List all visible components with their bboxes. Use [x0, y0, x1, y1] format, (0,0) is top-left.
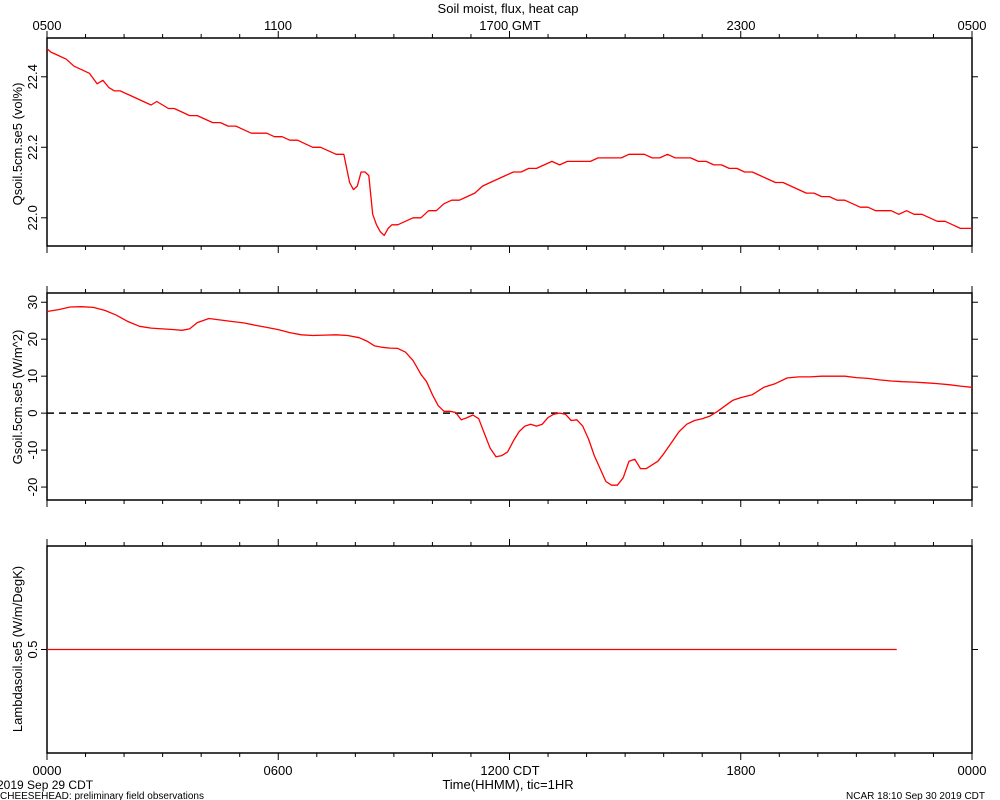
bottom-axis-tick-labels: 0000 0600 1200 CDT 1800 0000 — [33, 763, 987, 778]
bottom-tick-label: 1800 — [727, 763, 756, 778]
y-tick-label: 0.5 — [25, 640, 40, 658]
y-axis-label-conductivity: Lambdasoil.se5 (W/m/DegK) — [10, 566, 25, 732]
panel-thermal-conductivity: 0.5 — [25, 539, 978, 760]
top-tick-label: 1100 — [264, 18, 292, 33]
bottom-tick-label: 0600 — [264, 763, 293, 778]
panel-soil-moisture: 22.0 22.2 22.4 — [25, 31, 978, 253]
data-series-line — [46, 306, 973, 486]
y-tick-label: 22.4 — [25, 64, 40, 89]
bottom-tick-label: 0000 — [958, 763, 987, 778]
plot-frame — [46, 292, 973, 501]
y-tick-label: 20 — [25, 332, 40, 346]
plot-frame — [46, 37, 973, 247]
footer-date: 2019 Sep 29 CDT — [0, 778, 94, 792]
data-series-line — [46, 48, 972, 237]
y-tick-label: -10 — [25, 441, 40, 460]
y-tick-label: 22.2 — [25, 135, 40, 160]
top-tick-label: 2300 — [727, 18, 756, 33]
panel-soil-heat-flux: -20 -10 0 10 20 30 — [25, 286, 978, 507]
y-tick-label: 22.0 — [25, 205, 40, 230]
top-axis-tick-labels: 0500 1100 1700 GMT 2300 0500 — [33, 18, 987, 33]
footer-project: CHEESEHEAD: preliminary field observatio… — [0, 791, 204, 800]
y-axis-label-moisture: Qsoil.5cm.se5 (vol%) — [10, 83, 25, 206]
y-axis-label-flux: Gsoil.5cm.se5 (W/m^2) — [10, 330, 25, 465]
bottom-tick-label: 1200 CDT — [480, 763, 539, 778]
chart-title: Soil moist, flux, heat cap — [438, 1, 579, 16]
top-tick-label: 0500 — [958, 18, 987, 33]
x-axis-label: Time(HHMM), tic=1HR — [442, 777, 573, 792]
top-tick-label: 0500 — [33, 18, 62, 33]
y-tick-label: -20 — [25, 478, 40, 497]
y-tick-label: 10 — [25, 369, 40, 383]
y-tick-label: 30 — [25, 295, 40, 309]
footer-credit: NCAR 18:10 Sep 30 2019 CDT — [846, 791, 985, 800]
bottom-tick-label: 0000 — [33, 763, 62, 778]
top-tick-label: 1700 GMT — [479, 18, 540, 33]
y-tick-label: 0 — [25, 410, 40, 417]
